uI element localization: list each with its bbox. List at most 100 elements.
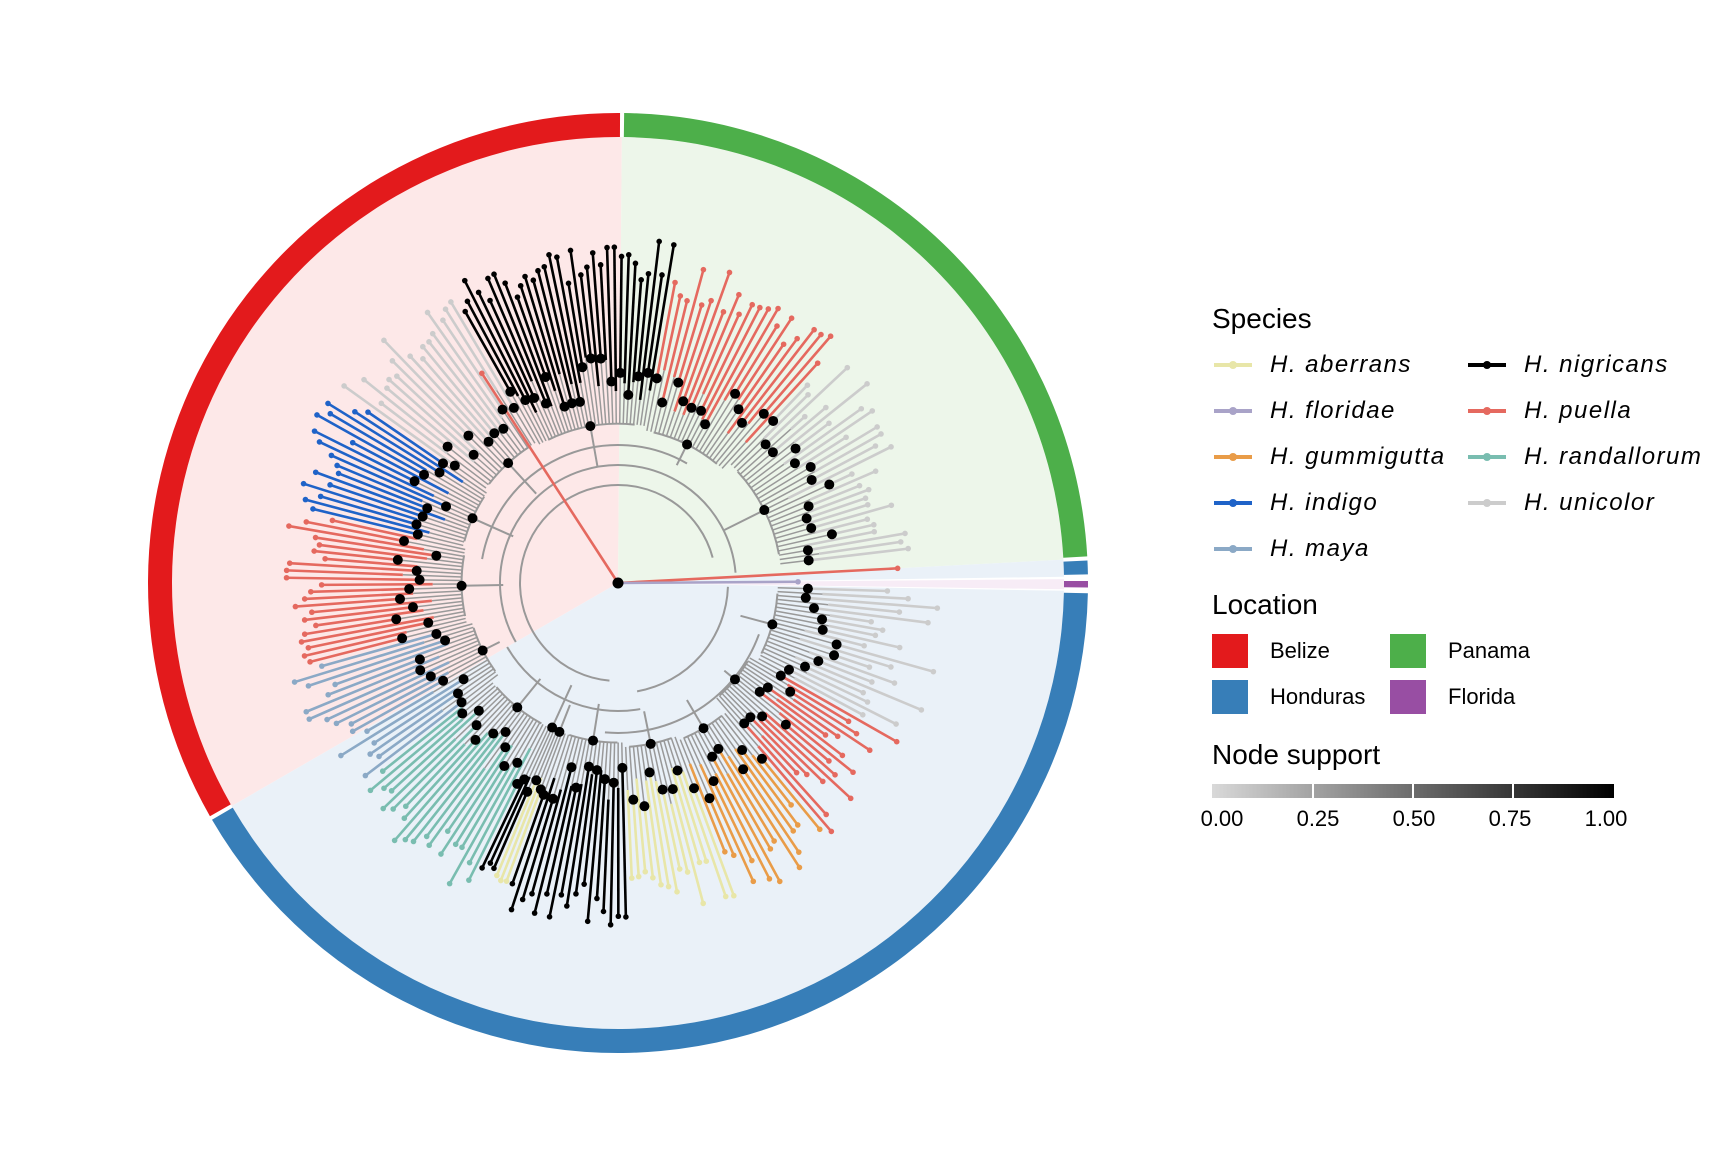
tip-point — [826, 420, 832, 427]
tip-branch — [670, 767, 701, 863]
tip-point — [871, 521, 877, 528]
tip-point — [546, 914, 553, 920]
tip-point — [801, 413, 808, 420]
tip-branch — [448, 762, 519, 885]
tip-point — [771, 838, 777, 844]
tip-branch — [821, 618, 883, 632]
tip-point — [696, 859, 703, 866]
tip-branch — [427, 341, 501, 433]
tip-point — [774, 323, 780, 329]
sub-branch — [765, 483, 830, 515]
sub-branch — [426, 507, 471, 526]
tip-point — [364, 728, 370, 734]
tip-branch — [637, 273, 650, 377]
support-node — [404, 583, 415, 594]
tip-point — [461, 277, 468, 284]
tip-point — [531, 910, 538, 916]
sub-branch — [448, 492, 478, 510]
support-node — [682, 439, 693, 450]
tip-branch — [321, 632, 437, 668]
tip-point — [475, 289, 482, 296]
tip-point — [494, 872, 500, 879]
sub-branch — [636, 399, 641, 425]
sub-branch — [473, 454, 497, 476]
tip-point — [896, 644, 903, 651]
support-node — [457, 708, 468, 719]
sub-branch — [761, 479, 813, 507]
species-swatch — [1466, 394, 1508, 428]
tip-point — [530, 277, 537, 284]
tip-point — [522, 273, 528, 280]
tip-point — [845, 718, 852, 725]
tip-branch — [807, 587, 888, 593]
sub-branch — [433, 495, 475, 516]
sub-branch — [545, 403, 560, 436]
tip-branch — [305, 498, 430, 534]
sub-branch — [607, 742, 612, 800]
location-swatch — [1390, 680, 1426, 714]
tip-branch — [366, 690, 434, 733]
tip-branch — [737, 343, 785, 410]
support-node — [512, 757, 523, 768]
tip-branch — [792, 698, 871, 752]
tip-branch — [340, 678, 465, 757]
support-node — [817, 614, 828, 625]
location-legend-item: Belize — [1212, 634, 1390, 668]
sub-branch — [474, 700, 511, 741]
tip-branch — [717, 748, 776, 842]
tip-branch — [468, 747, 532, 864]
support-node — [657, 397, 668, 408]
tip-point — [301, 617, 308, 623]
tip-point — [565, 280, 572, 287]
support-node — [633, 371, 644, 382]
sub-branch — [423, 548, 465, 558]
sub-branch — [661, 382, 680, 435]
tip-branch — [519, 285, 557, 392]
tip-point — [594, 895, 600, 902]
tip-point — [638, 277, 644, 283]
sub-branch — [758, 658, 796, 679]
support-node — [535, 784, 546, 795]
sub-branch — [442, 671, 497, 711]
tip-point — [843, 434, 849, 441]
sub-branch — [419, 579, 462, 582]
tip-point — [381, 337, 387, 344]
sub-branch — [416, 523, 466, 540]
tip-branch — [726, 773, 772, 850]
tip-branch — [809, 488, 870, 513]
tip-point — [462, 308, 469, 315]
tip-branch — [477, 291, 538, 414]
tip-point — [558, 892, 565, 898]
tip-branch — [382, 339, 473, 432]
support-node — [503, 458, 514, 469]
sub-branch — [632, 376, 640, 425]
tip-branch — [467, 783, 519, 881]
tip-point — [793, 769, 800, 776]
support-node — [708, 776, 719, 787]
tip-branch — [386, 387, 475, 463]
sub-branch — [523, 726, 551, 780]
colorbar-tick-label: 0.25 — [1296, 806, 1340, 831]
tip-branch — [338, 472, 428, 510]
tip-branch — [329, 483, 424, 518]
tip-branch — [609, 782, 615, 925]
tip-point — [391, 837, 398, 844]
tip-point — [726, 269, 733, 276]
tip-point — [665, 883, 672, 890]
sub-branch — [773, 523, 805, 535]
tip-point — [352, 408, 358, 415]
tip-point — [440, 317, 446, 323]
tip-branch — [701, 306, 762, 421]
tip-point — [307, 659, 313, 665]
tip-point — [341, 383, 347, 389]
tip-branch — [761, 735, 798, 774]
tip-branch — [733, 325, 779, 395]
tip-branch — [303, 482, 418, 521]
sub-branch — [774, 614, 829, 627]
sub-branch — [416, 570, 462, 575]
sub-branch — [597, 386, 604, 425]
tip-branch — [505, 788, 543, 882]
tip-point — [306, 716, 313, 722]
tip-point — [446, 880, 453, 887]
